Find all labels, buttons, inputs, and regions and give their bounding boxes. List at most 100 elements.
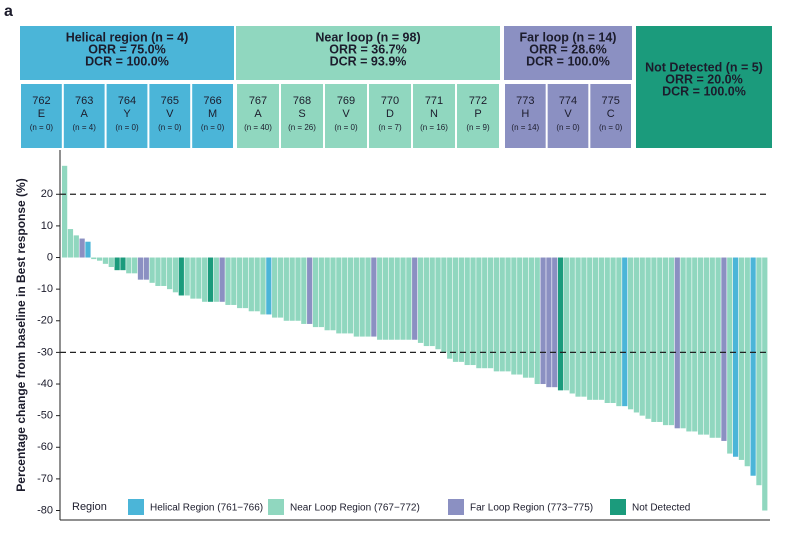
- bar: [382, 257, 389, 340]
- bar: [622, 257, 628, 407]
- bar: [277, 257, 284, 318]
- bar: [487, 257, 494, 369]
- bar: [598, 257, 605, 400]
- group-orr: ORR = 28.6%: [529, 42, 606, 56]
- cell-aa: N: [430, 108, 438, 120]
- group-dcr: DCR = 93.9%: [330, 54, 407, 68]
- bar: [482, 257, 488, 369]
- cell-box: [547, 84, 589, 148]
- y-tick-label: -70: [37, 473, 53, 485]
- bar: [377, 257, 383, 340]
- cell-position: 772: [469, 95, 487, 107]
- bar: [552, 257, 558, 388]
- cell-position: 765: [161, 95, 179, 107]
- y-tick-label: -10: [37, 283, 53, 295]
- bar: [633, 257, 640, 413]
- bar: [137, 257, 144, 280]
- cell-box: [281, 84, 323, 148]
- cell-aa: M: [208, 108, 217, 120]
- bar: [237, 257, 243, 309]
- cell-box: [413, 84, 455, 148]
- legend-title: Region: [72, 501, 107, 513]
- group-orr: ORR = 36.7%: [329, 42, 406, 56]
- cell-position: 766: [203, 95, 221, 107]
- bar: [569, 257, 575, 394]
- cell-position: 771: [425, 95, 443, 107]
- bar: [231, 257, 237, 305]
- bar: [336, 257, 342, 334]
- bar: [143, 257, 149, 280]
- group-title: Near loop (n = 98): [315, 30, 420, 44]
- bar: [429, 257, 435, 347]
- bar: [79, 238, 85, 258]
- bar: [668, 257, 675, 426]
- bar: [435, 257, 441, 350]
- bar: [266, 257, 272, 315]
- cell-aa: C: [607, 108, 615, 120]
- y-tick-label: -40: [37, 378, 53, 390]
- group-title: Far loop (n = 14): [520, 30, 617, 44]
- bar: [657, 257, 663, 422]
- legend-label: Helical Region (761−766): [150, 503, 263, 514]
- cell-aa: D: [386, 108, 394, 120]
- bar: [400, 257, 406, 340]
- bar: [762, 257, 768, 511]
- bar: [196, 257, 202, 299]
- legend-swatch: [610, 499, 626, 515]
- cell-position: 774: [559, 95, 577, 107]
- y-tick-label: -60: [37, 441, 53, 453]
- bar: [511, 257, 517, 375]
- legend-label: Far Loop Region (773−775): [470, 503, 593, 514]
- bar: [639, 257, 645, 416]
- legend-label: Not Detected: [632, 503, 690, 514]
- cell-n: (n = 0): [201, 123, 225, 132]
- cell-aa: A: [254, 108, 262, 120]
- cell-position: 762: [32, 95, 50, 107]
- bar: [388, 257, 394, 340]
- cell-aa: S: [298, 108, 305, 120]
- group-title: Not Detected (n = 5): [645, 60, 763, 74]
- bar: [155, 257, 161, 286]
- cell-box: [149, 84, 191, 148]
- cell-n: (n = 16): [420, 123, 448, 132]
- legend-swatch: [128, 499, 144, 515]
- y-axis-label: Percentage change from baseline in Best …: [14, 178, 28, 491]
- bar: [727, 257, 733, 454]
- bar: [167, 257, 173, 290]
- group-dcr: DCR = 100.0%: [526, 54, 610, 68]
- cell-box: [505, 84, 546, 148]
- bar: [703, 257, 710, 435]
- bar: [756, 257, 762, 486]
- bar: [517, 257, 523, 375]
- bar: [67, 229, 74, 258]
- bar: [458, 257, 464, 362]
- bar: [312, 257, 319, 328]
- bar: [219, 257, 225, 302]
- bar: [108, 257, 114, 268]
- cell-position: 764: [118, 95, 136, 107]
- bar: [102, 257, 109, 264]
- cell-aa: A: [81, 108, 89, 120]
- bar: [225, 257, 231, 305]
- bar: [178, 257, 184, 296]
- bar: [557, 257, 564, 391]
- bar: [674, 257, 680, 429]
- bar: [417, 257, 424, 343]
- bar: [423, 257, 429, 347]
- legend-swatch: [448, 499, 464, 515]
- bar: [627, 257, 634, 410]
- bar: [528, 257, 535, 378]
- bar: [592, 257, 599, 400]
- cell-box: [63, 84, 105, 148]
- y-tick-label: -80: [37, 504, 53, 516]
- cell-box: [369, 84, 411, 148]
- bar: [91, 257, 97, 260]
- cell-aa: V: [166, 108, 174, 120]
- cell-n: (n = 26): [288, 123, 316, 132]
- bar: [505, 257, 511, 372]
- cell-position: 767: [249, 95, 267, 107]
- bar: [575, 257, 581, 397]
- cell-n: (n = 0): [158, 123, 182, 132]
- group-box: [20, 26, 234, 80]
- cell-aa: P: [474, 108, 481, 120]
